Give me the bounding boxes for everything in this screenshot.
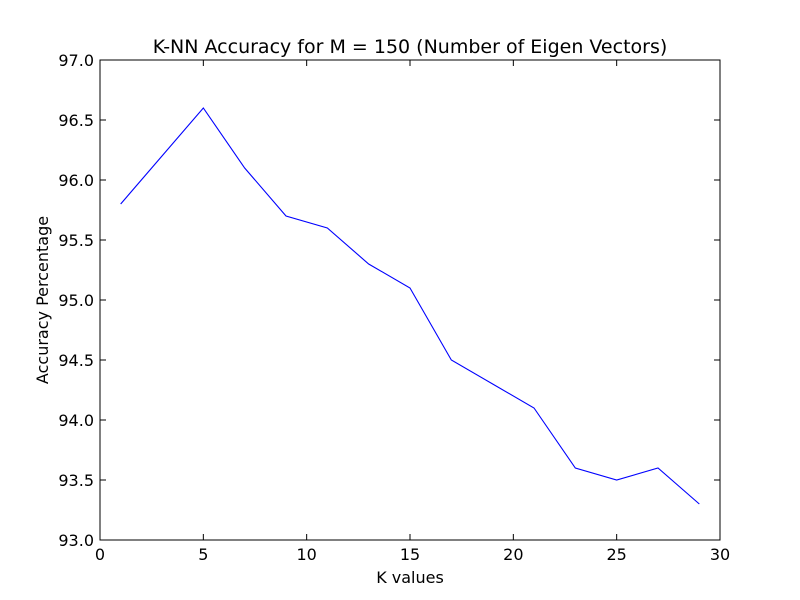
x-axis-label: K values <box>376 568 444 587</box>
x-tick-label: 0 <box>95 545 105 564</box>
y-tick-label: 94.5 <box>58 351 94 370</box>
y-tick-label: 93.0 <box>58 531 94 550</box>
y-tick-label: 93.5 <box>58 471 94 490</box>
y-tick-label: 95.0 <box>58 291 94 310</box>
chart-title: K-NN Accuracy for M = 150 (Number of Eig… <box>153 36 668 58</box>
x-tick-label: 15 <box>400 545 420 564</box>
x-tick-label: 25 <box>606 545 626 564</box>
x-axis: 0 5 10 15 20 25 30 <box>95 60 730 564</box>
series-layer <box>120 107 700 505</box>
x-tick-label: 30 <box>710 545 730 564</box>
series-line-0 <box>120 107 700 505</box>
y-axis: 93.0 93.5 94.0 94.5 95.0 95.5 96.0 96.5 97.0 <box>58 51 720 550</box>
y-tick-label: 94.0 <box>58 411 94 430</box>
x-tick-label: 20 <box>503 545 523 564</box>
y-tick-label: 95.5 <box>58 231 94 250</box>
x-tick-label: 5 <box>198 545 208 564</box>
y-tick-label: 96.0 <box>58 171 94 190</box>
y-axis-label: Accuracy Percentage <box>33 216 52 384</box>
plot-area <box>99 59 721 541</box>
y-tick-label: 97.0 <box>58 51 94 70</box>
x-tick-label: 10 <box>296 545 316 564</box>
y-tick-label: 96.5 <box>58 111 94 130</box>
